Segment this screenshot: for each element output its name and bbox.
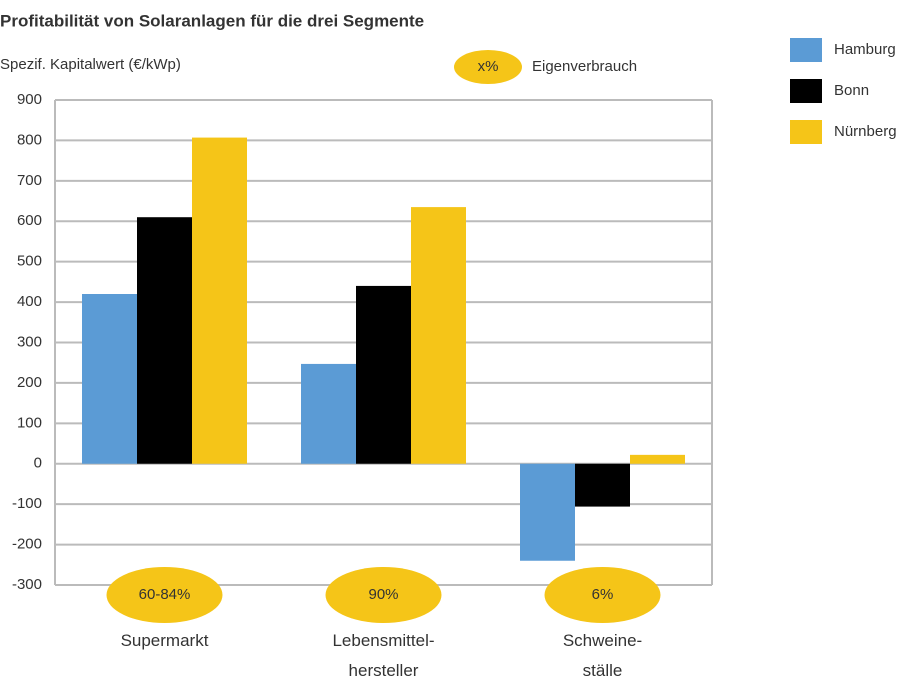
y-tick-label: -200 (12, 536, 42, 553)
y-tick-label: 200 (17, 374, 42, 391)
bar (520, 463, 575, 561)
note-oval (454, 50, 522, 84)
share-label: 90% (368, 586, 398, 603)
bar (137, 217, 192, 464)
x-tick-label: Schweine- ställe (562, 631, 643, 680)
y-tick-label: 0 (34, 455, 42, 472)
y-tick-label: 100 (17, 414, 42, 431)
note-symbol: x% (478, 58, 499, 75)
y-tick-label: -100 (12, 495, 42, 512)
legend-swatch (790, 120, 822, 144)
y-tick-label: 600 (17, 212, 42, 229)
bar (82, 294, 137, 464)
y-tick-label: 800 (17, 131, 42, 148)
legend-label: Bonn (834, 82, 869, 99)
y-tick-label: 900 (17, 91, 42, 108)
x-tick-label: Lebensmittel- hersteller (332, 631, 435, 680)
y-tick-label: 500 (17, 253, 42, 270)
legend-label: Hamburg (834, 41, 896, 58)
bar (575, 463, 630, 507)
bar (356, 285, 411, 464)
note-text: Eigenverbrauch (532, 58, 637, 75)
share-oval (325, 567, 442, 623)
share-oval (544, 567, 661, 623)
chart-title: Profitabilität von Solaranlagen für die … (0, 11, 424, 30)
share-label: 6% (592, 586, 614, 603)
y-axis-label: Spezif. Kapitalwert (€/kWp) (0, 56, 181, 73)
y-tick-label: 700 (17, 172, 42, 189)
x-tick-label: Supermarkt (120, 631, 209, 650)
legend-swatch (790, 79, 822, 103)
bar (192, 137, 247, 464)
legend-label: Nürnberg (834, 123, 897, 140)
y-tick-label: -300 (12, 576, 42, 593)
y-tick-label: 400 (17, 293, 42, 310)
bar (411, 207, 466, 464)
share-oval (106, 567, 223, 623)
y-tick-label: 300 (17, 333, 42, 350)
bar (630, 454, 685, 464)
bar (301, 363, 356, 464)
share-label: 60-84% (139, 586, 191, 603)
legend-swatch (790, 38, 822, 62)
